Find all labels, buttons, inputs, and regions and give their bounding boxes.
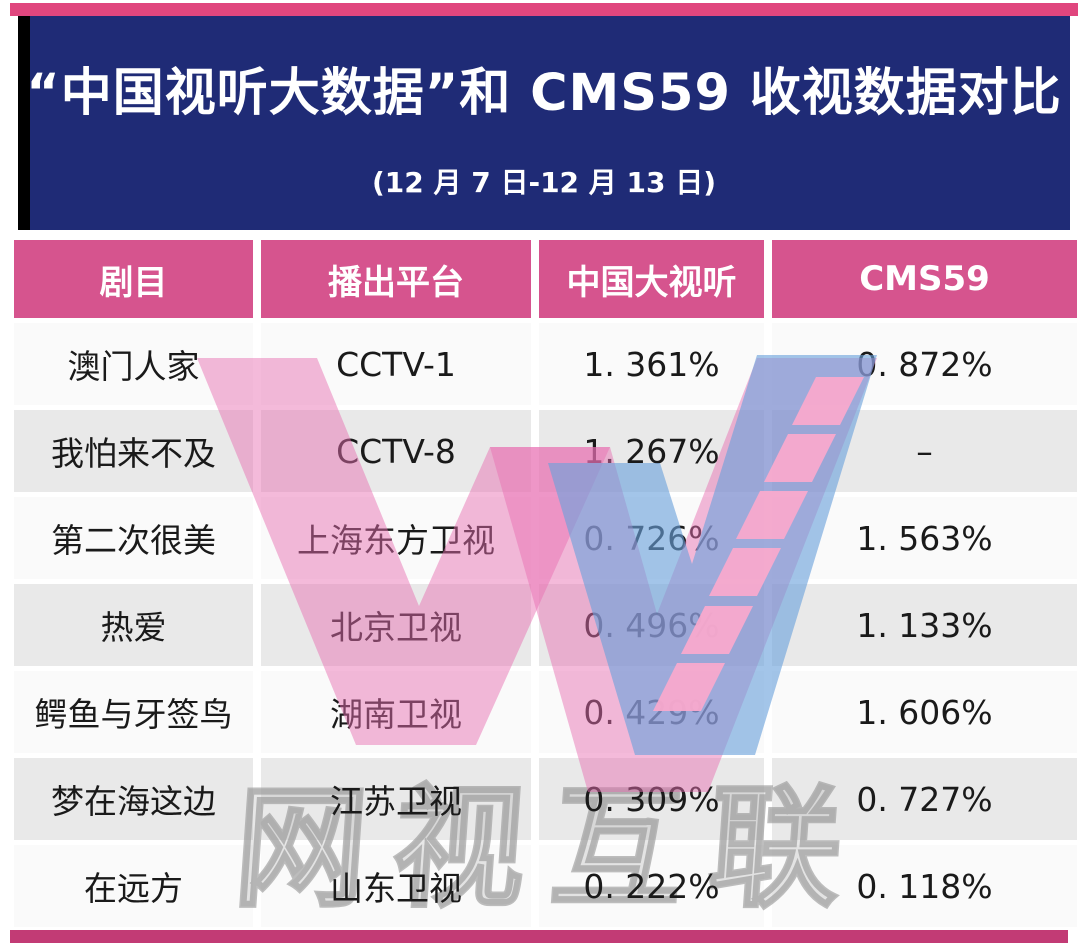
page-subtitle-date-range: (12 月 7 日-12 月 13 日) xyxy=(371,166,717,199)
drama-cell: 鳄鱼与牙签鸟 xyxy=(14,671,253,753)
platform-cell: 上海东方卫视 xyxy=(261,497,531,579)
cms59-value-cell: – xyxy=(772,410,1077,492)
ratings-comparison-table: 剧目 播出平台 中国大视听 CMS59 澳门人家 CCTV-1 1. 361% … xyxy=(14,240,1077,927)
drama-cell: 在远方 xyxy=(14,845,253,927)
drama-cell: 我怕来不及 xyxy=(14,410,253,492)
top-accent-strip xyxy=(10,3,1078,16)
column-header-platform: 播出平台 xyxy=(261,240,531,318)
platform-cell: 湖南卫视 xyxy=(261,671,531,753)
cms59-value-cell: 0. 118% xyxy=(772,845,1077,927)
bigdata-value-cell: 0. 222% xyxy=(539,845,764,927)
bigdata-value-cell: 0. 309% xyxy=(539,758,764,840)
bigdata-value-cell: 1. 267% xyxy=(539,410,764,492)
column-header-cms59: CMS59 xyxy=(772,240,1077,318)
cms59-value-cell: 1. 133% xyxy=(772,584,1077,666)
title-banner: “中国视听大数据”和 CMS59 收视数据对比 (12 月 7 日-12 月 1… xyxy=(18,16,1070,230)
page-title: “中国视听大数据”和 CMS59 收视数据对比 xyxy=(26,64,1062,123)
platform-cell: 北京卫视 xyxy=(261,584,531,666)
cms59-value-cell: 0. 727% xyxy=(772,758,1077,840)
platform-cell: 山东卫视 xyxy=(261,845,531,927)
cms59-value-cell: 1. 606% xyxy=(772,671,1077,753)
drama-cell: 热爱 xyxy=(14,584,253,666)
bigdata-value-cell: 1. 361% xyxy=(539,323,764,405)
bigdata-value-cell: 0. 496% xyxy=(539,584,764,666)
bigdata-value-cell: 0. 726% xyxy=(539,497,764,579)
bottom-accent-strip xyxy=(10,930,1068,943)
bigdata-value-cell: 0. 429% xyxy=(539,671,764,753)
platform-cell: 江苏卫视 xyxy=(261,758,531,840)
platform-cell: CCTV-8 xyxy=(261,410,531,492)
platform-cell: CCTV-1 xyxy=(261,323,531,405)
column-header-bigdata: 中国大视听 xyxy=(539,240,764,318)
banner-left-black-bar xyxy=(18,16,30,230)
drama-cell: 澳门人家 xyxy=(14,323,253,405)
cms59-value-cell: 1. 563% xyxy=(772,497,1077,579)
drama-cell: 第二次很美 xyxy=(14,497,253,579)
column-header-drama: 剧目 xyxy=(14,240,253,318)
cms59-value-cell: 0. 872% xyxy=(772,323,1077,405)
drama-cell: 梦在海这边 xyxy=(14,758,253,840)
